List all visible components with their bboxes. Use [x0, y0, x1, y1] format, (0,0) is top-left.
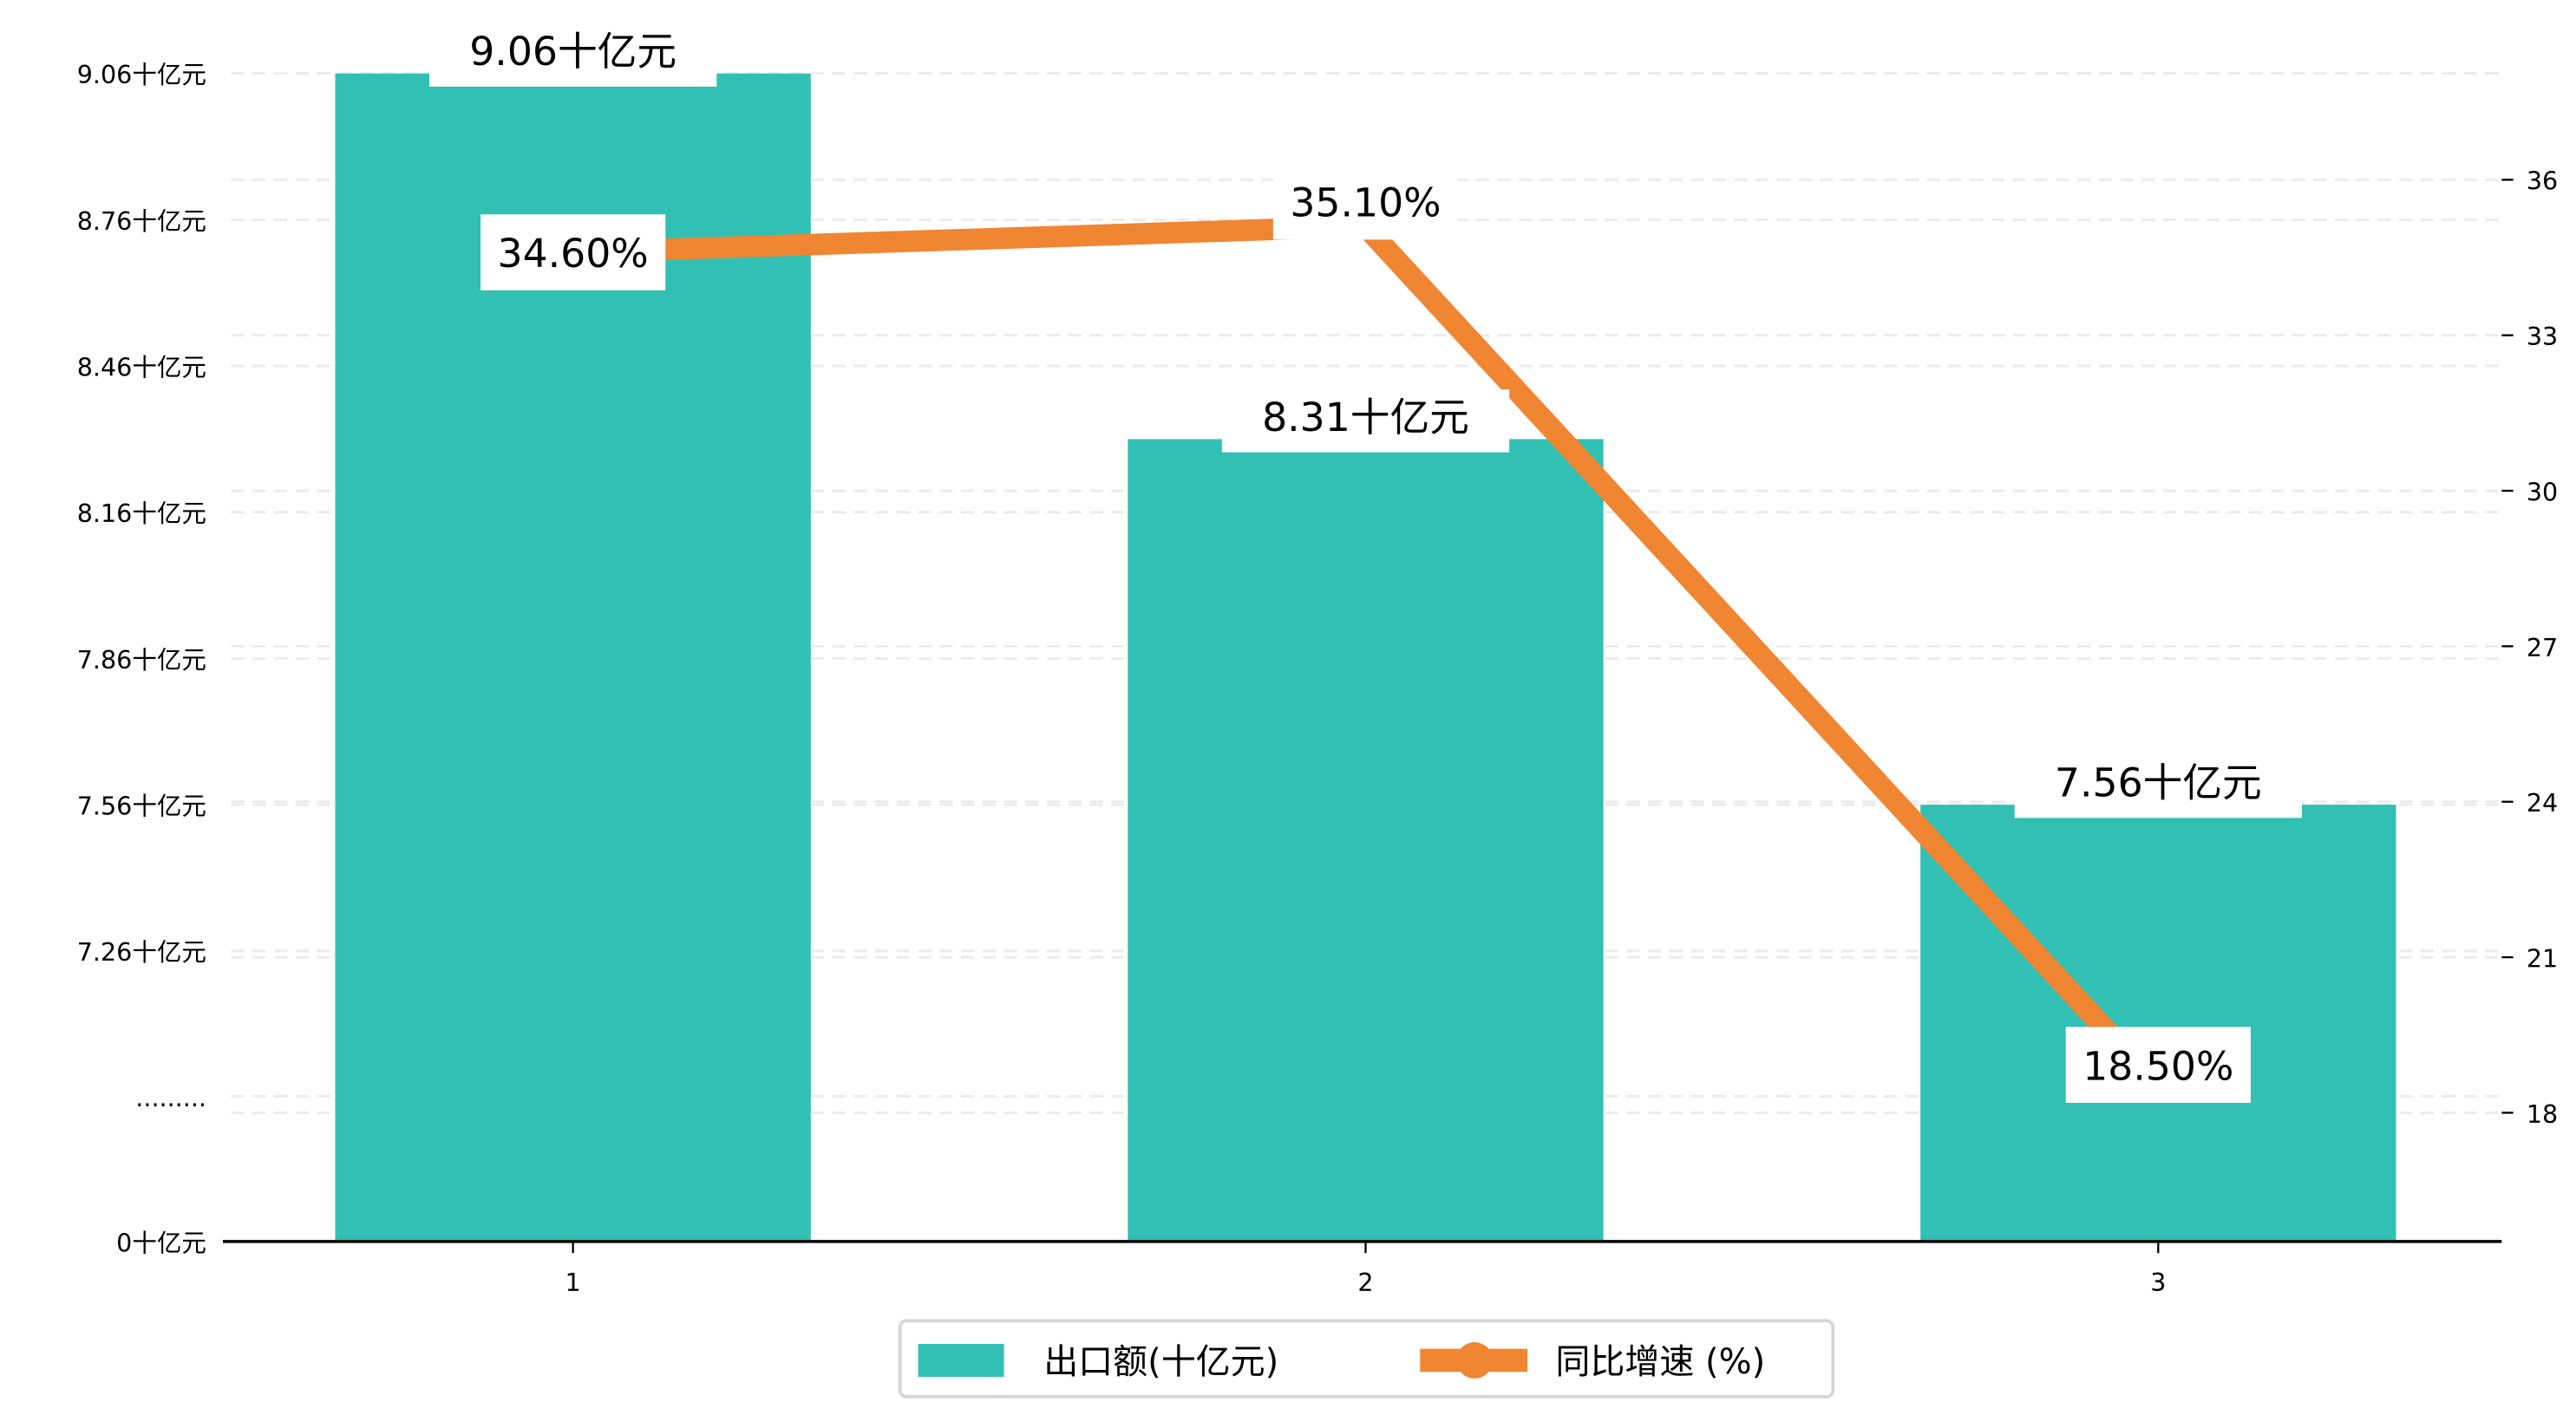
right-tick-label: 27 — [2527, 633, 2558, 662]
left-tick-label: 8.16十亿元 — [77, 499, 206, 528]
left-tick-label: 9.06十亿元 — [77, 60, 206, 89]
x-tick-label: 3 — [2150, 1268, 2166, 1297]
bar-label-bg — [1221, 389, 1510, 453]
left-tick-label: 7.56十亿元 — [77, 792, 206, 821]
legend-label-line: 同比增速 (%) — [1555, 1342, 1765, 1382]
legend: 出口额(十亿元) 同比增速 (%) — [898, 1319, 1835, 1399]
legend-label-bar: 出口额(十亿元) — [1043, 1342, 1278, 1382]
bar-3 — [1920, 805, 2396, 1242]
legend-box — [898, 1319, 1835, 1399]
legend-bar-swatch — [918, 1343, 1004, 1378]
right-tick-label: 33 — [2527, 322, 2558, 351]
left-tick-label: 8.46十亿元 — [77, 353, 206, 382]
left-tick-label: ......... — [135, 1083, 206, 1112]
legend-marker-icon — [1456, 1342, 1494, 1379]
line-label-bg — [1272, 163, 1459, 240]
x-tick-label: 1 — [566, 1268, 581, 1297]
left-tick-label: 0十亿元 — [116, 1228, 206, 1257]
data-labels: 9.06十亿元 8.31十亿元 7.56十亿元 34.60% 35.10% 18.50% — [429, 23, 2302, 1103]
right-tick-label: 30 — [2527, 477, 2558, 506]
line-label-bg — [481, 214, 666, 290]
growth-value-label: 18.50% — [2082, 1043, 2233, 1089]
bar-label-bg — [429, 23, 717, 87]
left-tick-label: 7.86十亿元 — [77, 645, 206, 675]
right-tick-label: 24 — [2527, 788, 2558, 818]
bar-label-bg — [2014, 755, 2302, 818]
axes: 0十亿元......... 7.26十亿元 7.56十亿元 7.86十亿元 8.16十亿… — [77, 60, 2558, 1297]
bar-value-label: 9.06十亿元 — [469, 29, 677, 75]
right-tick-label: 18 — [2527, 1099, 2558, 1129]
line-label-bg — [2065, 1027, 2251, 1103]
bar-value-label: 8.31十亿元 — [1262, 395, 1469, 440]
bar-value-label: 7.56十亿元 — [2055, 760, 2262, 806]
right-tick-label: 36 — [2527, 166, 2558, 196]
bar-2 — [1128, 439, 1604, 1242]
growth-value-label: 34.60% — [498, 231, 649, 277]
left-tick-label: 7.26十亿元 — [77, 937, 206, 967]
growth-value-label: 35.10% — [1290, 180, 1441, 226]
x-tick-label: 2 — [1357, 1268, 1373, 1297]
left-tick-label: 8.76十亿元 — [77, 206, 206, 236]
right-tick-label: 21 — [2527, 943, 2558, 973]
